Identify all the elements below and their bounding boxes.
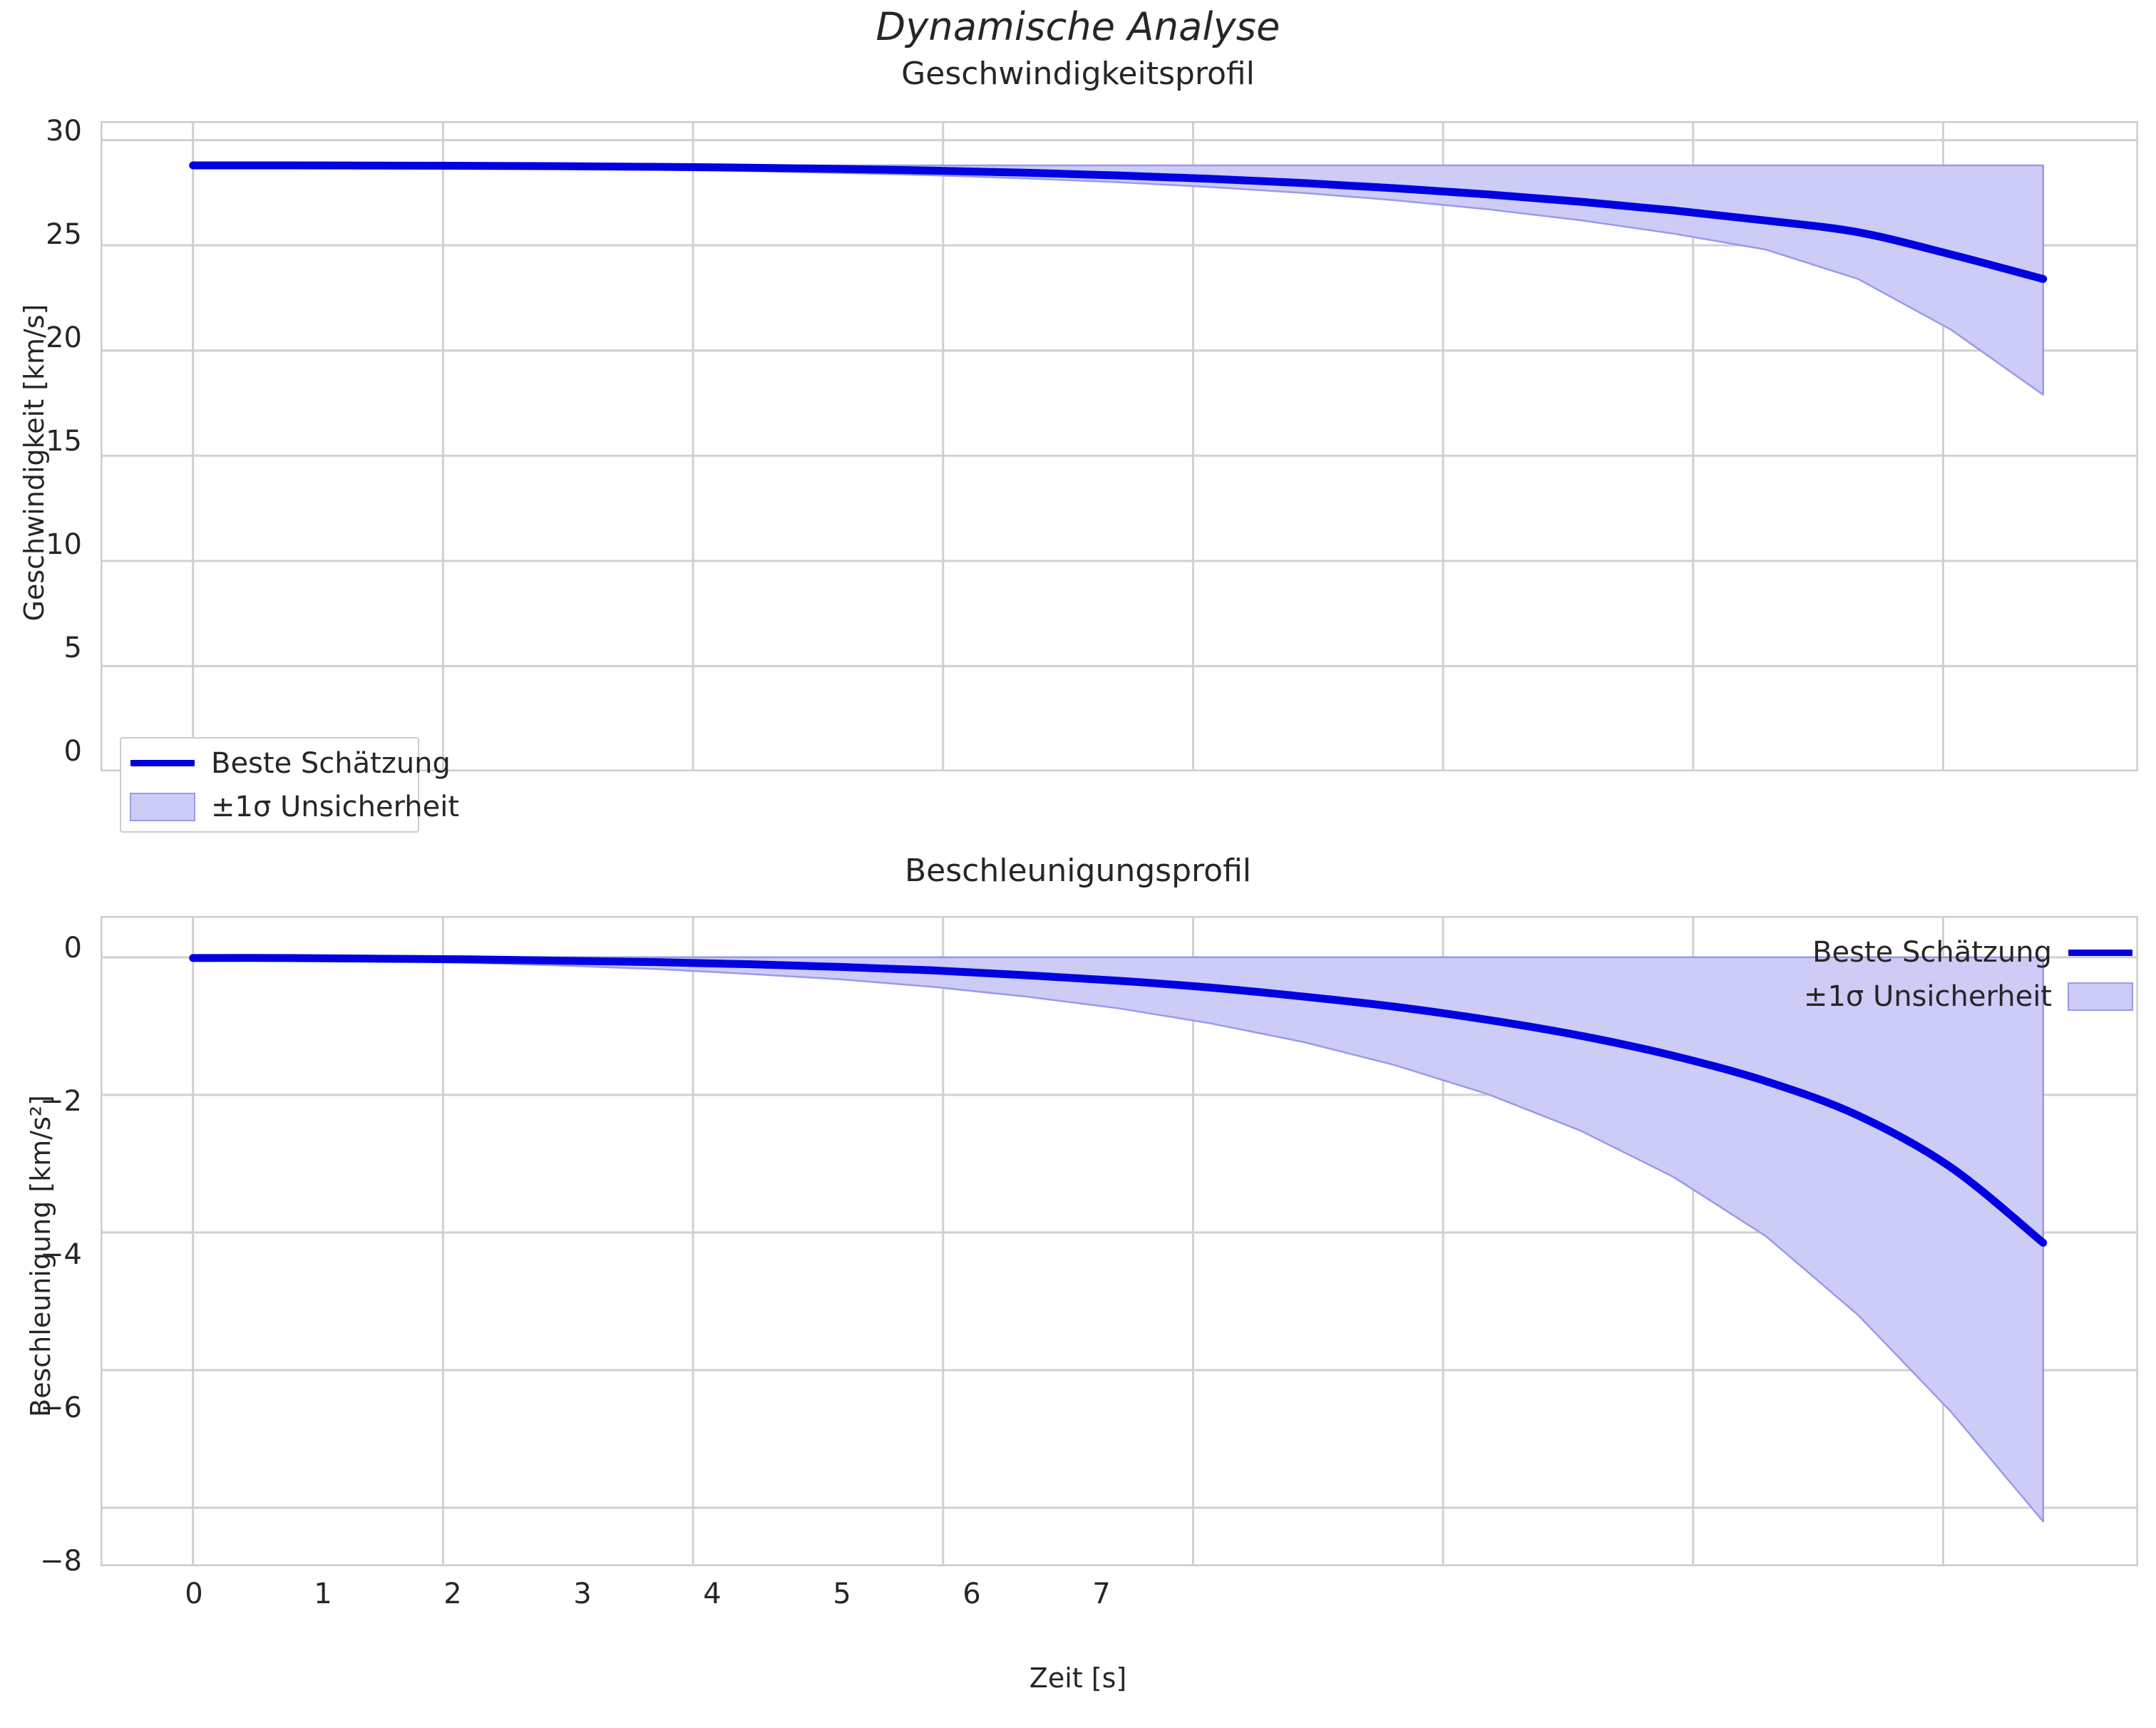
acceleration-ytick-0: 0 [63,932,82,965]
velocity-gridlines [101,121,2138,771]
line-swatch-icon [2062,949,2139,956]
acceleration-best-estimate-line [189,954,2048,1247]
xtick-7: 7 [1092,1578,1111,1610]
velocity-ytick-10: 10 [46,528,82,561]
line-swatch-icon [124,760,201,766]
xtick-4: 4 [703,1578,722,1610]
acceleration-panel-title: Beschleunigungsprofil [904,853,1252,889]
acceleration-plot-area [101,916,2138,1566]
velocity-ytick-25: 25 [46,218,82,251]
acceleration-legend-label-uncertainty: ±1σ Unsicherheit [1803,980,2052,1013]
velocity-legend-label-uncertainty: ±1σ Unsicherheit [211,790,460,823]
acceleration-ytick-m8: −8 [40,1545,82,1578]
xtick-6: 6 [962,1578,981,1610]
acceleration-legend-label-best-estimate: Beste Schätzung [1812,936,2052,969]
velocity-ytick-0: 0 [63,735,82,768]
velocity-ytick-15: 15 [46,425,82,458]
velocity-ytick-20: 20 [46,322,82,354]
velocity-legend-row-line[interactable]: Beste Schätzung [124,741,451,785]
velocity-ytick-5: 5 [63,632,82,664]
velocity-svg [101,121,2138,771]
velocity-legend-row-band[interactable]: ±1σ Unsicherheit [124,785,459,828]
velocity-plot-area [101,121,2138,771]
xtick-2: 2 [443,1578,462,1610]
acceleration-legend-row-band[interactable]: ±1σ Unsicherheit [1754,974,2139,1019]
xtick-3: 3 [573,1578,592,1610]
velocity-best-estimate-line [189,161,2048,283]
xtick-1: 1 [314,1578,332,1610]
acceleration-svg [101,916,2138,1566]
velocity-legend[interactable]: Beste Schätzung ±1σ Unsicherheit [120,737,459,833]
acceleration-ytick-m2: −2 [40,1085,82,1118]
x-axis-label: Zeit [s] [1029,1662,1127,1694]
xtick-0: 0 [185,1578,203,1610]
xtick-5: 5 [833,1578,851,1610]
patch-swatch-icon [124,792,201,821]
velocity-ytick-30: 30 [46,115,82,148]
velocity-legend-label-best-estimate: Beste Schätzung [211,746,451,780]
acceleration-legend-row-line[interactable]: Beste Schätzung [1754,930,2139,974]
acceleration-ytick-m4: −4 [40,1238,82,1271]
acceleration-ytick-m6: −6 [40,1392,82,1424]
velocity-panel-title: Geschwindigkeitsprofil [901,56,1255,92]
patch-swatch-icon [2062,982,2139,1011]
acceleration-legend[interactable]: Beste Schätzung ±1σ Unsicherheit [1754,927,2139,1022]
figure-suptitle: Dynamische Analyse [876,4,1280,49]
acceleration-uncertainty-band [192,956,2044,1523]
